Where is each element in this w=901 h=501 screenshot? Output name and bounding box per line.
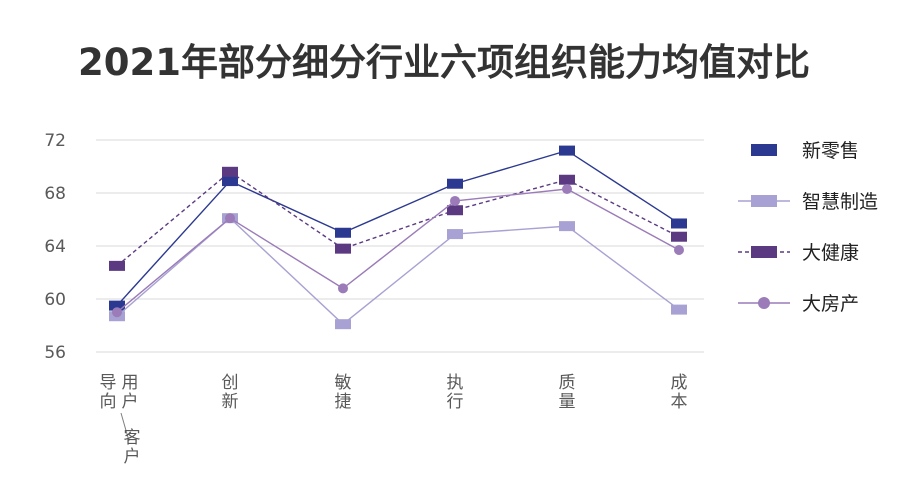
data-point bbox=[450, 195, 460, 206]
data-point bbox=[335, 319, 351, 330]
data-point bbox=[562, 184, 572, 195]
legend-marker bbox=[751, 246, 777, 258]
legend-marker bbox=[758, 297, 770, 309]
y-tick-label: 60 bbox=[44, 290, 66, 310]
x-tick-char: 敏 bbox=[335, 373, 352, 393]
series-line bbox=[116, 188, 680, 313]
data-point bbox=[559, 221, 575, 232]
series-3 bbox=[109, 166, 687, 271]
x-tick-label: 质量 bbox=[559, 373, 576, 412]
legend-label: 智慧制造 bbox=[802, 191, 878, 213]
y-axis: 56 60 64 68 72 bbox=[44, 131, 66, 363]
data-point bbox=[335, 227, 351, 238]
legend-item: 智慧制造 bbox=[738, 191, 878, 213]
data-point bbox=[222, 176, 238, 187]
legend-item: 大健康 bbox=[738, 242, 859, 264]
data-point bbox=[338, 283, 348, 294]
x-tick-label: 执行 bbox=[447, 373, 464, 412]
x-tick-char: 执 bbox=[447, 373, 464, 393]
data-point bbox=[109, 300, 125, 311]
x-tick-char: 质 bbox=[559, 373, 576, 393]
chart-title: 2021年部分细分行业六项组织能力均值对比 bbox=[78, 41, 810, 84]
y-tick-label: 64 bbox=[44, 237, 66, 257]
data-point bbox=[447, 178, 463, 189]
x-tick-label: 成本 bbox=[671, 373, 688, 412]
data-point bbox=[447, 205, 463, 216]
y-tick-label: 56 bbox=[44, 343, 66, 363]
x-tick-char: 量 bbox=[559, 392, 576, 412]
data-point bbox=[335, 243, 351, 254]
legend-item: 新零售 bbox=[751, 140, 859, 162]
series-line bbox=[116, 170, 680, 267]
x-tick-label: 创新 bbox=[222, 373, 239, 412]
y-tick-label: 72 bbox=[44, 131, 66, 151]
x-tick-label: 敏捷 bbox=[335, 373, 352, 412]
data-point bbox=[559, 174, 575, 185]
x-tick-connector bbox=[120, 412, 130, 442]
x-tick-char: 行 bbox=[447, 392, 464, 412]
data-point bbox=[447, 229, 463, 240]
data-point bbox=[109, 260, 125, 271]
x-tick-char: 用 bbox=[122, 373, 139, 393]
legend-label: 新零售 bbox=[802, 140, 859, 162]
data-point bbox=[559, 145, 575, 156]
legend-label: 大房产 bbox=[802, 293, 859, 315]
x-tick-char: 成 bbox=[671, 373, 688, 393]
data-point bbox=[225, 213, 235, 224]
series-line bbox=[116, 217, 680, 326]
data-point bbox=[671, 231, 687, 242]
x-tick-char: 客 bbox=[124, 428, 141, 448]
x-tick-char: 新 bbox=[222, 392, 239, 412]
x-tick-char: 向 bbox=[100, 392, 117, 412]
y-tick-label: 68 bbox=[44, 184, 66, 204]
data-point bbox=[112, 307, 122, 318]
series-4 bbox=[112, 184, 684, 318]
series-group bbox=[109, 145, 687, 330]
data-point bbox=[222, 166, 238, 177]
gridlines bbox=[96, 139, 704, 353]
data-point bbox=[671, 218, 687, 229]
series-2 bbox=[109, 213, 687, 330]
legend-marker bbox=[751, 195, 777, 207]
series-1 bbox=[109, 145, 687, 311]
x-tick-char: 创 bbox=[222, 373, 239, 393]
legend-item: 大房产 bbox=[738, 293, 859, 315]
x-tick-char: 导 bbox=[100, 373, 117, 393]
legend-label: 大健康 bbox=[802, 242, 859, 264]
data-point bbox=[674, 244, 684, 255]
series-line bbox=[116, 149, 680, 307]
x-tick-char: 本 bbox=[671, 392, 688, 412]
data-point bbox=[671, 304, 687, 315]
x-tick-char: 户 bbox=[124, 447, 141, 467]
x-tick-char: 捷 bbox=[335, 392, 352, 412]
legend-marker bbox=[751, 144, 777, 156]
x-tick-char: 户 bbox=[122, 392, 139, 412]
